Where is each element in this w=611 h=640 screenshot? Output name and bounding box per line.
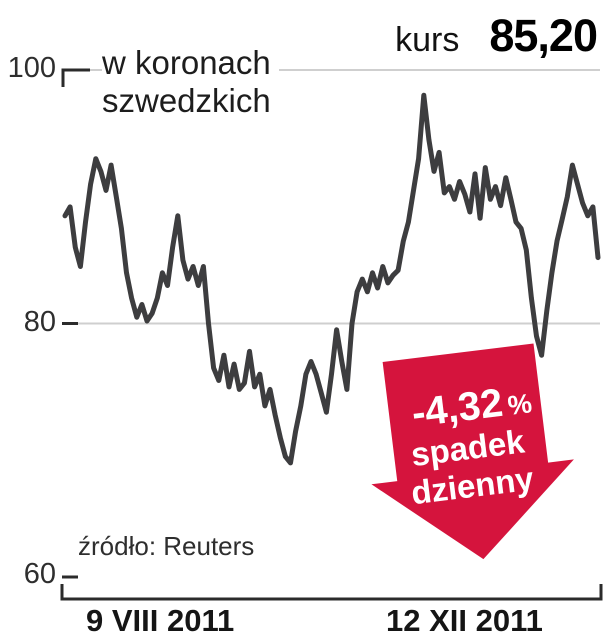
drop-arrow-shape [371, 343, 574, 560]
source-note: źródło: Reuters [78, 531, 255, 561]
y-tick-100 [61, 68, 90, 87]
y-axis-label-100: 100 [7, 52, 56, 84]
drop-arrow: -4,32 % spadek dzienny [371, 343, 574, 560]
currency-note-line1: w koronach [102, 44, 271, 81]
y-axis-label-60: 60 [23, 558, 56, 590]
currency-note-line2: szwedzkich [102, 81, 271, 119]
price-value: 85,20 [489, 10, 598, 61]
x-axis-label-end: 12 XII 2011 [386, 603, 543, 638]
x-axis-bracket [60, 584, 603, 601]
x-axis-label-start: 9 VIII 2011 [86, 603, 235, 638]
price-line [62, 92, 601, 466]
y-axis-label-80: 80 [23, 306, 56, 338]
price-label: kurs [395, 21, 460, 59]
price-header: kurs 85,20 [395, 10, 598, 62]
currency-note: w koronach szwedzkich [102, 44, 279, 120]
drop-unit: % [506, 388, 533, 421]
